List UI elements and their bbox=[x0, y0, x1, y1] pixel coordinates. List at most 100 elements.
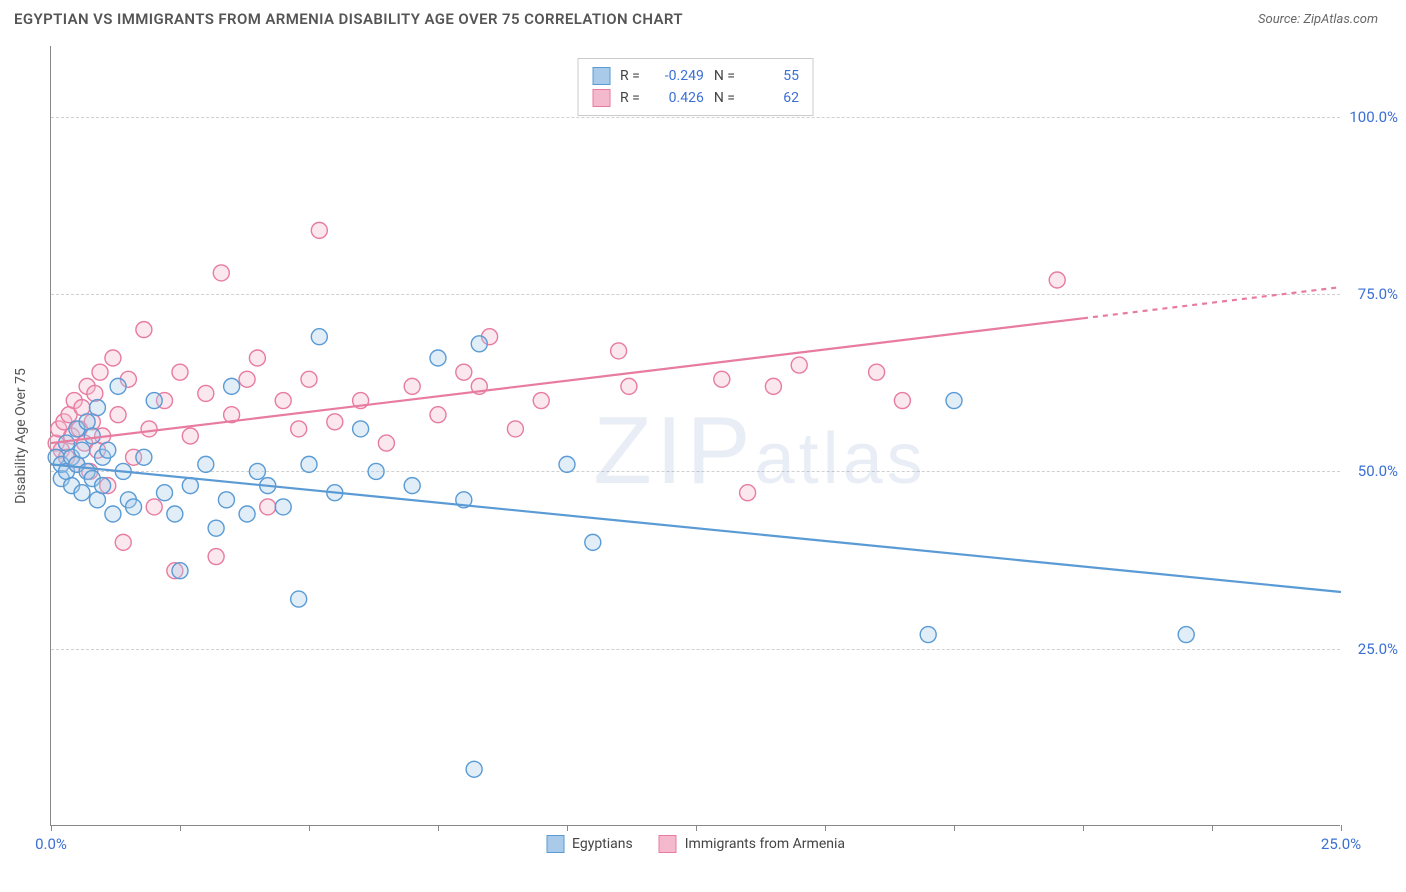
scatter-plot-svg bbox=[51, 46, 1340, 825]
scatter-point bbox=[198, 456, 214, 472]
scatter-point bbox=[110, 378, 126, 394]
swatch-armenia bbox=[659, 835, 677, 853]
scatter-point bbox=[301, 456, 317, 472]
scatter-point bbox=[167, 506, 183, 522]
scatter-point bbox=[869, 364, 885, 380]
scatter-point bbox=[87, 385, 103, 401]
scatter-point bbox=[239, 506, 255, 522]
scatter-point bbox=[714, 371, 730, 387]
legend-item-armenia: Immigrants from Armenia bbox=[659, 835, 845, 853]
x-tick bbox=[567, 825, 568, 831]
scatter-point bbox=[157, 485, 173, 501]
scatter-point bbox=[182, 428, 198, 444]
source-attribution: Source: ZipAtlas.com bbox=[1258, 12, 1378, 27]
x-tick bbox=[309, 825, 310, 831]
scatter-point bbox=[533, 393, 549, 409]
x-tick bbox=[180, 825, 181, 831]
scatter-point bbox=[456, 364, 472, 380]
scatter-point bbox=[791, 357, 807, 373]
y-tick-label: 100.0% bbox=[1349, 108, 1398, 126]
scatter-point bbox=[172, 563, 188, 579]
scatter-point bbox=[110, 407, 126, 423]
x-tick bbox=[696, 825, 697, 831]
scatter-point bbox=[378, 435, 394, 451]
scatter-point bbox=[920, 627, 936, 643]
x-tick bbox=[51, 825, 52, 831]
scatter-point bbox=[224, 378, 240, 394]
scatter-point bbox=[146, 499, 162, 515]
series-legend: Egyptians Immigrants from Armenia bbox=[536, 835, 855, 853]
x-tick bbox=[1083, 825, 1084, 831]
x-tick-label: 25.0% bbox=[1321, 835, 1361, 853]
scatter-point bbox=[182, 478, 198, 494]
scatter-point bbox=[136, 449, 152, 465]
trend-line-dashed bbox=[1083, 287, 1341, 318]
scatter-point bbox=[740, 485, 756, 501]
chart-plot-area: Disability Age Over 75 25.0%50.0%75.0%10… bbox=[50, 46, 1340, 826]
scatter-point bbox=[105, 350, 121, 366]
scatter-point bbox=[74, 485, 90, 501]
scatter-point bbox=[621, 378, 637, 394]
scatter-point bbox=[611, 343, 627, 359]
scatter-point bbox=[311, 329, 327, 345]
scatter-point bbox=[105, 506, 121, 522]
scatter-point bbox=[327, 414, 343, 430]
x-tick bbox=[825, 825, 826, 831]
y-tick-label: 25.0% bbox=[1358, 640, 1398, 658]
scatter-point bbox=[84, 428, 100, 444]
scatter-point bbox=[249, 463, 265, 479]
swatch-egyptians bbox=[592, 67, 610, 85]
legend-item-egyptians: Egyptians bbox=[546, 835, 633, 853]
scatter-point bbox=[946, 393, 962, 409]
scatter-point bbox=[126, 499, 142, 515]
scatter-point bbox=[894, 393, 910, 409]
scatter-point bbox=[311, 222, 327, 238]
y-axis-label: Disability Age Over 75 bbox=[13, 368, 29, 504]
trend-line bbox=[51, 318, 1083, 443]
scatter-point bbox=[172, 364, 188, 380]
scatter-point bbox=[136, 322, 152, 338]
scatter-point bbox=[301, 371, 317, 387]
stats-row-armenia: R = 0.426 N = 62 bbox=[592, 87, 799, 109]
stats-row-egyptians: R = -0.249 N = 55 bbox=[592, 65, 799, 87]
chart-title: EGYPTIAN VS IMMIGRANTS FROM ARMENIA DISA… bbox=[14, 10, 683, 28]
scatter-point bbox=[260, 499, 276, 515]
scatter-point bbox=[208, 520, 224, 536]
scatter-point bbox=[368, 463, 384, 479]
scatter-point bbox=[1178, 627, 1194, 643]
trend-line bbox=[51, 464, 1341, 592]
scatter-point bbox=[92, 364, 108, 380]
scatter-point bbox=[1049, 272, 1065, 288]
scatter-point bbox=[208, 549, 224, 565]
scatter-point bbox=[275, 393, 291, 409]
x-tick bbox=[1341, 825, 1342, 831]
scatter-point bbox=[74, 442, 90, 458]
scatter-point bbox=[89, 400, 105, 416]
y-tick-label: 75.0% bbox=[1358, 285, 1398, 303]
scatter-point bbox=[466, 761, 482, 777]
scatter-point bbox=[471, 336, 487, 352]
scatter-point bbox=[275, 499, 291, 515]
scatter-point bbox=[353, 421, 369, 437]
scatter-point bbox=[100, 442, 116, 458]
x-tick bbox=[1212, 825, 1213, 831]
scatter-point bbox=[95, 478, 111, 494]
scatter-point bbox=[249, 350, 265, 366]
scatter-point bbox=[559, 456, 575, 472]
scatter-point bbox=[404, 378, 420, 394]
scatter-point bbox=[507, 421, 523, 437]
scatter-point bbox=[404, 478, 420, 494]
scatter-point bbox=[115, 534, 131, 550]
scatter-point bbox=[213, 265, 229, 281]
scatter-point bbox=[765, 378, 781, 394]
y-tick-label: 50.0% bbox=[1358, 462, 1398, 480]
swatch-armenia bbox=[592, 89, 610, 107]
scatter-point bbox=[585, 534, 601, 550]
x-tick-label: 0.0% bbox=[35, 835, 67, 853]
x-tick bbox=[438, 825, 439, 831]
scatter-point bbox=[239, 371, 255, 387]
scatter-point bbox=[141, 421, 157, 437]
scatter-point bbox=[291, 421, 307, 437]
scatter-point bbox=[291, 591, 307, 607]
stats-legend: R = -0.249 N = 55 R = 0.426 N = 62 bbox=[577, 58, 814, 116]
